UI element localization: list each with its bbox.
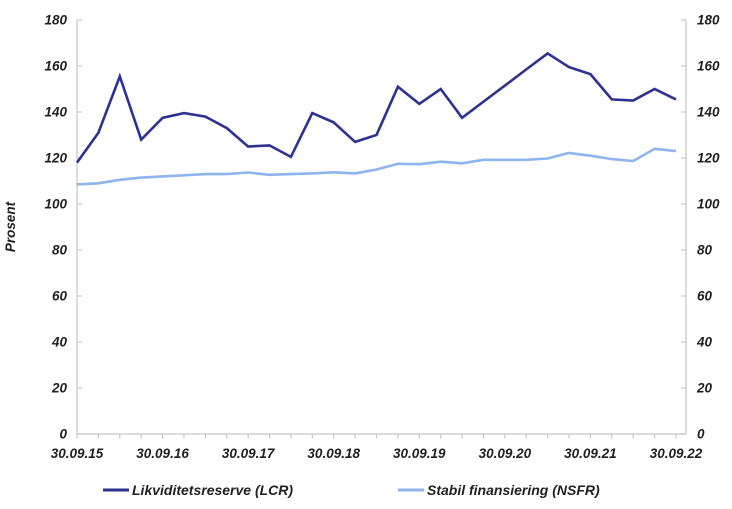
x-axis-label: 30.09.20	[479, 446, 532, 461]
y-axis-label-right: 20	[696, 381, 713, 396]
x-axis-label: 30.09.22	[650, 446, 703, 461]
legend-label-nsfr: Stabil finansiering (NSFR)	[427, 482, 600, 498]
plot-area: 0 0 20 20 40 40 60 60 80 80 100 100 120 120 140 140 160 1…	[44, 13, 720, 462]
y-axis-label-left: 100	[44, 197, 67, 212]
x-axis-label: 30.09.17	[222, 446, 276, 461]
y-axis-title: Prosent	[3, 201, 18, 252]
y-axis-label-right: 140	[697, 105, 720, 120]
y-axis-label-left: 20	[51, 381, 68, 396]
y-axis-label-right: 40	[696, 335, 713, 350]
legend: Likviditetsreserve (LCR) Stabil finansie…	[103, 482, 600, 498]
y-axis-label-left: 140	[44, 105, 67, 120]
y-axis-label-left: 60	[52, 289, 68, 304]
axes	[76, 20, 687, 435]
y-axis-label-right: 160	[697, 59, 720, 74]
legend-item-lcr: Likviditetsreserve (LCR)	[103, 482, 293, 498]
y-axis-label-left: 160	[44, 59, 67, 74]
y-axis-label-right: 180	[697, 13, 720, 28]
y-axis-label-right: 0	[697, 427, 705, 442]
y-axis-label-left: 180	[44, 13, 67, 28]
y-axis-label-left: 80	[52, 243, 68, 258]
x-axis-label: 30.09.19	[393, 446, 446, 461]
y-axis-label-right: 100	[697, 197, 720, 212]
nsfr-series-line	[76, 147, 677, 186]
legend-label-lcr: Likviditetsreserve (LCR)	[132, 482, 293, 498]
x-axis-label: 30.09.15	[51, 446, 104, 461]
x-axis-label: 30.09.16	[136, 446, 189, 461]
y-axis-label-left: 120	[44, 151, 67, 166]
y-axis-label-left: 0	[59, 427, 67, 442]
y-axis-label-right: 60	[697, 289, 713, 304]
y-axis-label-right: 80	[697, 243, 713, 258]
x-axis-label: 30.09.18	[307, 446, 360, 461]
x-axis-label: 30.09.21	[564, 446, 617, 461]
y-axis-label-left: 40	[51, 335, 68, 350]
legend-item-nsfr: Stabil finansiering (NSFR)	[398, 482, 600, 498]
lcr-series-line	[75, 51, 677, 164]
y-axis-label-right: 120	[697, 151, 720, 166]
